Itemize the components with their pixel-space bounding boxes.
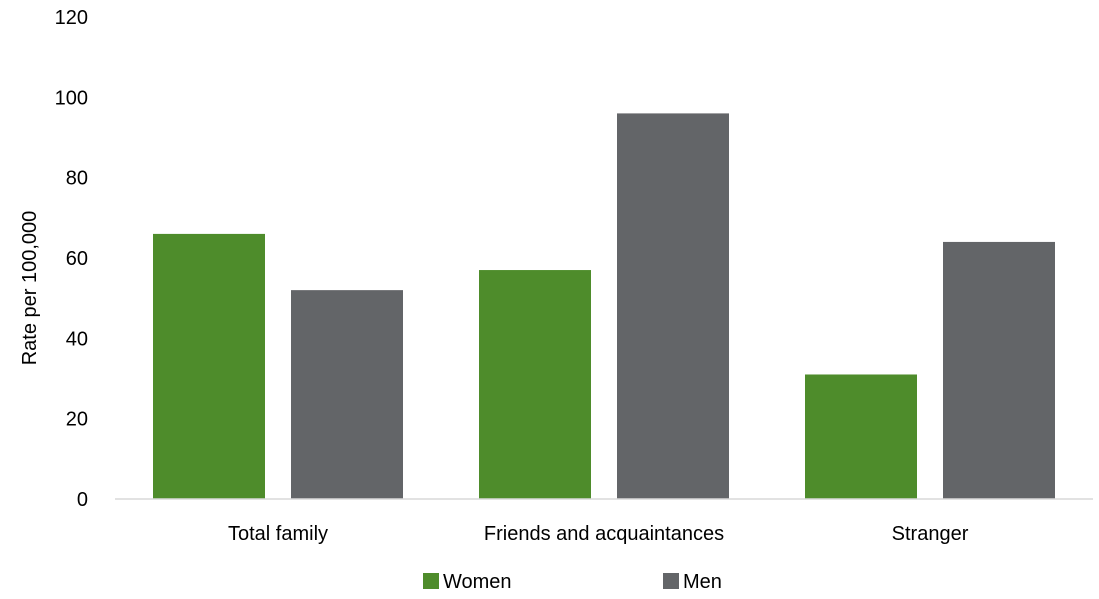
bar-men-2 xyxy=(617,113,729,500)
x-category-label: Stranger xyxy=(892,523,969,545)
y-tick-label: 0 xyxy=(77,489,88,511)
bar-women-2 xyxy=(479,270,591,499)
x-axis-labels: Total family Friends and acquaintances Str… xyxy=(228,523,969,545)
bars xyxy=(153,113,1055,500)
y-axis-title: Rate per 100,000 xyxy=(19,211,41,366)
legend-swatch-women xyxy=(423,573,439,589)
legend-label-women: Women xyxy=(443,571,512,593)
legend-swatch-men xyxy=(663,573,679,589)
y-tick-label: 80 xyxy=(66,168,88,190)
bar-women-1 xyxy=(153,233,265,499)
y-tick-label: 120 xyxy=(55,7,88,29)
legend: Women Men xyxy=(423,571,722,593)
y-tick-label: 60 xyxy=(66,248,88,270)
x-category-label: Total family xyxy=(228,523,328,545)
legend-label-men: Men xyxy=(683,571,722,593)
y-tick-label: 100 xyxy=(55,87,88,109)
x-category-label: Friends and acquaintances xyxy=(484,523,724,545)
bar-men-3 xyxy=(943,241,1055,499)
y-tick-label: 40 xyxy=(66,328,88,350)
bar-men-1 xyxy=(291,290,403,499)
y-tick-label: 20 xyxy=(66,409,88,431)
bar-women-3 xyxy=(805,374,917,499)
y-axis-ticks: 0 20 40 60 80 100 120 xyxy=(55,7,88,511)
